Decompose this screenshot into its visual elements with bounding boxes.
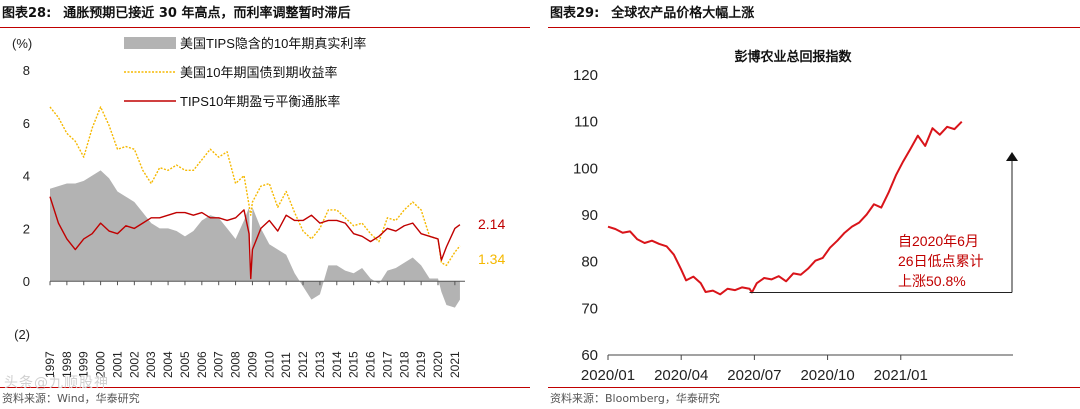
- left-title-rule: [0, 27, 530, 28]
- left-x-tick-label: 2014: [330, 351, 344, 378]
- left-x-tick-label: 2016: [364, 351, 378, 378]
- yield-end-label: 1.34: [478, 251, 505, 267]
- right-x-tick-label: 2020/07: [727, 367, 781, 384]
- right-y-tick-label: 110: [574, 114, 598, 131]
- breakeven-end-label: 2.14: [478, 216, 505, 232]
- left-x-tick-label: 2012: [296, 351, 310, 378]
- annotation-text-line: 上涨50.8%: [898, 273, 966, 289]
- left-x-tick-label: 2013: [313, 351, 327, 378]
- left-x-tick-label: 2018: [397, 351, 411, 378]
- right-y-tick-label: 80: [581, 254, 598, 271]
- left-x-tick-label: 2002: [127, 351, 141, 378]
- left-y-tick-label: 4: [23, 169, 30, 184]
- right-y-tick-label: 60: [581, 347, 598, 364]
- right-figure-number: 图表29:: [550, 6, 600, 21]
- left-x-tick-label: 2009: [245, 351, 259, 378]
- ag-index-line: [607, 120, 963, 296]
- left-x-tick-label: 2001: [110, 351, 124, 378]
- breakeven-line: [49, 196, 461, 280]
- left-x-tick-label: 1997: [43, 351, 57, 378]
- right-figure: 图表29: 全球农产品价格大幅上涨 彭博农业总回报指数 120 110 100 90 80 7…: [548, 0, 1080, 409]
- real-rate-area: [50, 170, 460, 308]
- annotation-arrowhead: [1006, 152, 1018, 161]
- left-x-tick-label: 2017: [380, 351, 394, 378]
- right-y-tick-label: 100: [573, 160, 598, 177]
- right-chart-title: 彭博农业总回报指数: [734, 49, 852, 64]
- left-source-rule: [0, 387, 530, 388]
- right-x-tick-label: 2020/01: [581, 367, 635, 384]
- legend-label-yield: 美国10年期国债到期收益率: [180, 65, 337, 80]
- right-source: 资料来源：Bloomberg，华泰研究: [550, 392, 720, 405]
- left-y-tick-label: 6: [23, 116, 30, 131]
- left-x-tick-label: 2008: [229, 351, 243, 378]
- right-x-tick-label: 2020/10: [800, 367, 854, 384]
- left-x-tick-label: 2011: [279, 352, 293, 378]
- left-figure-number: 图表28:: [2, 6, 52, 21]
- left-x-tick-label: 2005: [178, 351, 192, 378]
- right-y-tick-label: 90: [581, 207, 598, 224]
- left-y-tick-label: 0: [23, 274, 30, 289]
- left-x-tick-label: 2021: [448, 351, 462, 378]
- left-x-tick-label: 1999: [77, 351, 91, 378]
- left-y-tick-label: 8: [23, 63, 30, 78]
- watermark: 头条@九顺股神: [4, 375, 109, 391]
- left-x-tick-label: 2007: [212, 351, 226, 378]
- right-x-tick-label: 2020/04: [654, 367, 708, 384]
- left-figure: 图表28: 通胀预期已接近 30 年高点，而利率调整暂时滞后 (%) 8 6 4 2 0 (2…: [0, 0, 530, 409]
- right-y-tick-label: 70: [581, 300, 598, 317]
- annotation-text-line: 自2020年6月: [898, 233, 979, 249]
- legend-swatch-area: [124, 37, 176, 49]
- left-x-tick-label: 2010: [262, 351, 276, 378]
- right-chart: 彭博农业总回报指数 120 110 100 90 80 70 60 2020/01 2020/04…: [573, 49, 1018, 384]
- right-x-tick-label: 2021/01: [874, 367, 928, 384]
- left-source: 资料来源：Wind，华泰研究: [2, 392, 140, 405]
- left-y-unit: (%): [12, 36, 32, 51]
- left-x-tick-label: 2003: [144, 351, 158, 378]
- legend-label-breakeven: TIPS10年期盈亏平衡通胀率: [180, 94, 340, 109]
- left-x-tick-label: 2006: [195, 351, 209, 378]
- right-y-tick-label: 120: [573, 67, 598, 84]
- right-title-rule: [548, 27, 1080, 28]
- left-x-tick-label: 2004: [161, 351, 175, 378]
- annotation-text-line: 26日低点累计: [898, 253, 984, 269]
- left-y-tick-label: 2: [23, 221, 30, 236]
- right-figure-title: 图表29: 全球农产品价格大幅上涨: [550, 2, 1080, 26]
- left-x-tick-label: 2000: [94, 351, 108, 378]
- left-figure-caption: 通胀预期已接近 30 年高点，而利率调整暂时滞后: [63, 6, 351, 21]
- left-x-tick-label: 2019: [414, 351, 428, 378]
- right-figure-caption: 全球农产品价格大幅上涨: [611, 6, 755, 21]
- right-source-rule: [548, 387, 1080, 388]
- left-y-tick-label: (2): [14, 327, 30, 342]
- left-x-tick-label: 2020: [431, 351, 445, 378]
- left-x-tick-label: 1998: [60, 351, 74, 378]
- left-x-tick-label: 2015: [347, 351, 361, 378]
- left-figure-title: 图表28: 通胀预期已接近 30 年高点，而利率调整暂时滞后: [2, 2, 530, 26]
- legend-label-area: 美国TIPS隐含的10年期真实利率: [180, 36, 366, 51]
